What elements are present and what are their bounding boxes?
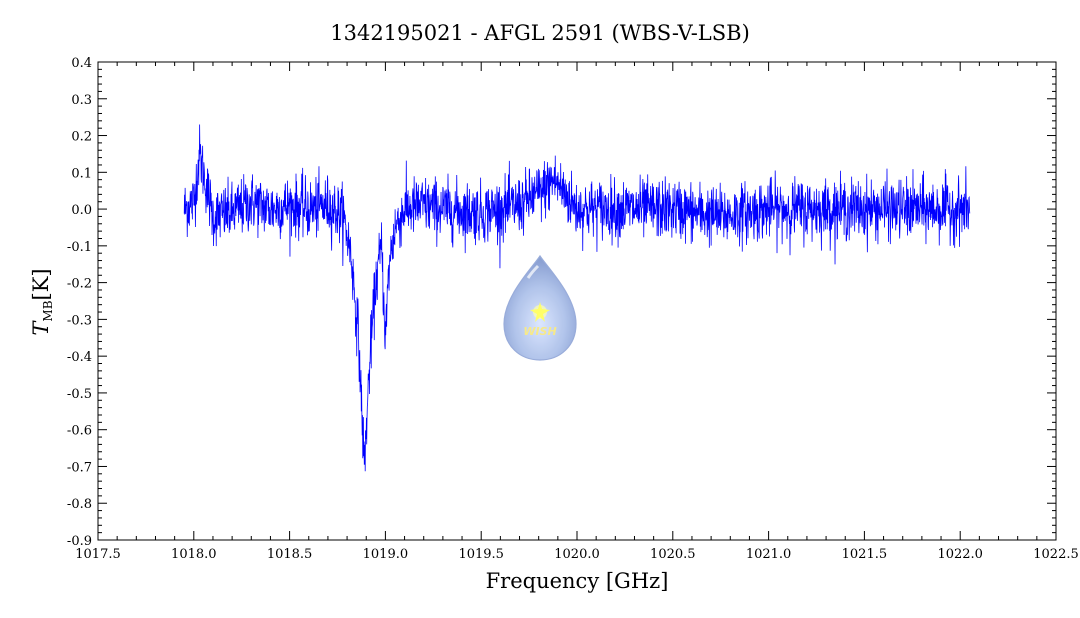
y-tick-label: 0.2 bbox=[71, 130, 92, 145]
chart-title: 1342195021 - AFGL 2591 (WBS-V-LSB) bbox=[330, 21, 750, 45]
y-tick-label: -0.1 bbox=[67, 240, 92, 255]
y-tick-label: -0.3 bbox=[67, 313, 92, 328]
x-tick-label: 1019.5 bbox=[458, 547, 504, 562]
logo-text: WISH bbox=[523, 325, 556, 338]
x-tick-label: 1020.5 bbox=[650, 547, 696, 562]
wish-logo: WISH bbox=[503, 254, 577, 361]
spectrum-line bbox=[183, 124, 971, 472]
y-tick-label: 0.3 bbox=[71, 93, 92, 108]
x-tick-label: 1021.0 bbox=[746, 547, 792, 562]
y-tick-label: 0.1 bbox=[71, 166, 92, 181]
y-tick-label: -0.8 bbox=[67, 497, 92, 512]
y-tick-label: -0.9 bbox=[67, 534, 92, 549]
y-tick-label: 0.4 bbox=[71, 56, 92, 71]
y-axis-unit: [K] bbox=[29, 268, 53, 300]
star-icon bbox=[530, 302, 550, 322]
y-axis-title: TMB[K] bbox=[29, 268, 55, 335]
y-tick-label: -0.7 bbox=[67, 460, 92, 475]
y-tick-label: -0.6 bbox=[67, 424, 92, 439]
y-tick-label: -0.2 bbox=[67, 277, 92, 292]
y-axis-subscript: MB bbox=[41, 300, 55, 321]
x-tick-label: 1021.5 bbox=[842, 547, 888, 562]
x-tick-label: 1019.0 bbox=[363, 547, 409, 562]
x-axis-title: Frequency [GHz] bbox=[486, 569, 669, 593]
x-tick-label: 1022.5 bbox=[1033, 547, 1079, 562]
x-tick-label: 1017.5 bbox=[75, 547, 121, 562]
plot-frame bbox=[97, 61, 1057, 541]
x-tick-label: 1020.0 bbox=[554, 547, 600, 562]
x-tick-label: 1018.5 bbox=[267, 547, 313, 562]
y-tick-label: 0.0 bbox=[71, 203, 92, 218]
y-axis-symbol: T bbox=[29, 320, 53, 336]
y-tick-label: -0.5 bbox=[67, 387, 92, 402]
x-tick-label: 1018.0 bbox=[171, 547, 217, 562]
x-tick-label: 1022.0 bbox=[937, 547, 983, 562]
y-tick-label: -0.4 bbox=[67, 350, 92, 365]
